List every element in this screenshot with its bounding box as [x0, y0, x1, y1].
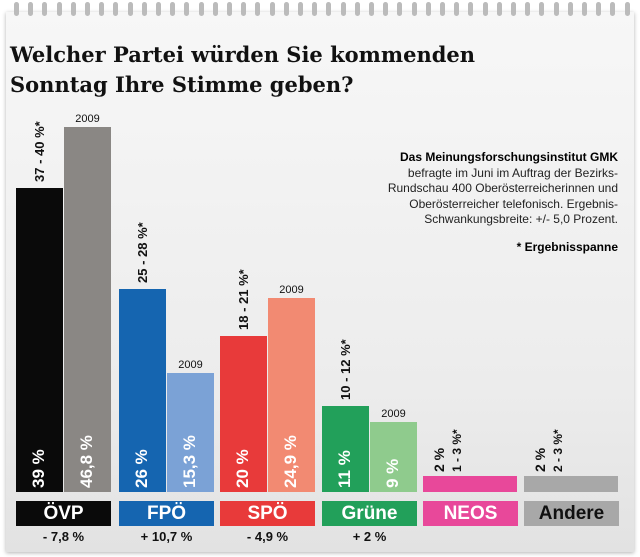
note-heading: Das Meinungsforschungsinstitut GMK	[399, 150, 618, 164]
spiral-ring	[184, 2, 190, 16]
spiral-ring	[113, 2, 119, 16]
spiral-ring	[496, 2, 502, 16]
spiral-ring	[255, 2, 261, 16]
spiral-ring	[326, 2, 332, 16]
note-line: befragte im Juni im Auftrag der Bezirks-	[407, 165, 618, 180]
spiral-ring	[383, 2, 389, 16]
spiral-ring	[283, 2, 289, 16]
bar-value-label: 20 %	[233, 449, 252, 488]
spiral-ring	[127, 2, 133, 16]
footnote: * Ergebnisspanne	[516, 240, 618, 254]
spiral-ring	[596, 2, 602, 16]
bar-2009-value-label: 9 %	[383, 458, 402, 488]
spiral-ring	[99, 2, 105, 16]
range-label: 37 - 40 %*	[32, 121, 47, 182]
range-label: 10 - 12 %*	[338, 339, 353, 401]
title-line-2: Sonntag Ihre Stimme geben?	[10, 72, 354, 97]
spiral-ring	[312, 2, 318, 16]
spiral-ring	[354, 2, 360, 16]
category-label-neos: NEOS	[423, 501, 518, 526]
bar-2009	[268, 297, 315, 492]
bar-2009-value-label: 15,3 %	[180, 435, 199, 488]
bar-2009-value-label: 46,8 %	[77, 435, 96, 488]
spiral-ring	[298, 2, 303, 16]
spiral-ring	[42, 2, 48, 16]
spiral-ring	[369, 2, 374, 16]
note-line: Oberösterreicher telefonisch. Ergebnis-	[409, 196, 618, 211]
spiral-ring	[212, 2, 218, 16]
spiral-ring	[340, 2, 346, 16]
range-label: 1 - 3 %*	[450, 429, 464, 473]
spiral-ring	[198, 2, 204, 16]
spiral-ring	[525, 2, 531, 16]
bar-2009	[370, 421, 417, 492]
bar-2009-value-label: 24,9 %	[281, 435, 300, 488]
category-label-fpö: FPÖ	[119, 501, 214, 526]
spiral-ring	[567, 2, 573, 16]
spiral-ring	[454, 2, 460, 16]
year-label: 2009	[381, 407, 406, 420]
spiral-ring	[156, 2, 161, 16]
bar-current	[524, 476, 618, 492]
spiral-ring	[425, 2, 431, 16]
bar-value-label: 11 %	[335, 450, 354, 488]
note-line: Schwankungsbreite: +/- 5,0 Prozent.	[424, 212, 618, 226]
spiral-ring	[553, 2, 559, 16]
change-label: - 7,8 %	[42, 529, 85, 544]
spiral-ring	[14, 2, 19, 16]
spiral-ring	[141, 2, 147, 16]
year-label: 2009	[75, 112, 100, 125]
spiral-ring	[539, 2, 545, 16]
spiral-ring	[170, 2, 176, 16]
spiral-ring	[28, 2, 34, 16]
title-line-1: Welcher Partei würden Sie kommenden	[10, 42, 476, 67]
category-label-andere: Andere	[524, 501, 619, 526]
range-label: 2 - 3 %*	[551, 429, 565, 473]
chart-title: Welcher Partei würden Sie kommenden Sonn…	[10, 40, 475, 100]
note-line: Rundschau 400 Oberösterreicherinnen und	[387, 181, 618, 195]
bar-2009	[64, 126, 111, 492]
spiral-ring	[70, 2, 76, 16]
category-label-övp: ÖVP	[16, 501, 111, 526]
category-label-grüne: Grüne	[322, 501, 417, 526]
spiral-ring	[241, 2, 247, 16]
bar-current	[119, 289, 166, 492]
spiral-ring	[482, 2, 488, 16]
bar-value-label: 2 %	[532, 448, 548, 473]
bar-current	[322, 406, 369, 492]
spiral-ring	[397, 2, 403, 16]
bar-current	[423, 476, 517, 492]
bar-value-label: 39 %	[29, 449, 48, 488]
spiral-ring	[440, 2, 445, 16]
spiral-ring	[511, 2, 516, 16]
spiral-ring	[610, 2, 616, 16]
survey-note: Das Meinungsforschungsinstitut GMK befra…	[318, 150, 618, 228]
change-label: + 10,7 %	[140, 529, 193, 544]
range-label: 18 - 21 %*	[236, 269, 251, 330]
year-label: 2009	[178, 358, 203, 371]
change-label: + 2 %	[352, 529, 387, 544]
bar-2009	[167, 372, 214, 492]
spiral-ring	[468, 2, 474, 16]
spiral-ring	[624, 2, 630, 16]
range-label: 25 - 28 %*	[135, 222, 150, 284]
spiral-ring	[582, 2, 587, 16]
bar-value-label: 2 %	[431, 448, 447, 473]
bar-current	[220, 336, 267, 492]
spiral-ring	[269, 2, 275, 16]
change-label: - 4,9 %	[246, 529, 289, 544]
year-label: 2009	[279, 283, 304, 296]
bar-current	[16, 187, 63, 492]
bar-value-label: 26 %	[132, 449, 151, 488]
spiral-ring	[227, 2, 232, 16]
spiral-ring	[56, 2, 62, 16]
spiral-ring	[411, 2, 417, 16]
category-label-spö: SPÖ	[220, 501, 315, 526]
spiral-ring	[85, 2, 90, 16]
